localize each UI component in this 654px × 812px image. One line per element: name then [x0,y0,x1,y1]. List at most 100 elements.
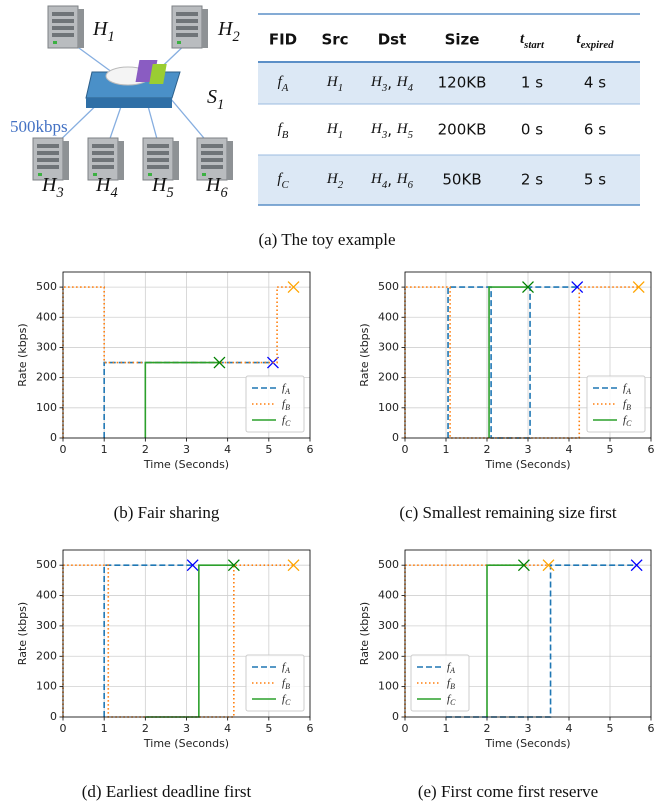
server-slot [92,165,114,169]
switch-label: S1 [207,86,224,114]
x-axis-label: Time (Seconds) [143,458,229,471]
x-axis-label: Time (Seconds) [484,737,570,750]
link-label: 500kbps [10,117,68,136]
x-tick-label: 4 [224,443,231,456]
x-tick-label: 6 [307,722,314,735]
server-slot [92,158,114,162]
x-axis-label: Time (Seconds) [484,458,570,471]
server-slot [147,144,169,148]
y-tick-label: 200 [36,371,57,384]
server-slot [92,144,114,148]
table-cell: 2 s [521,171,543,189]
y-tick-label: 100 [36,680,57,693]
host-label: H2 [217,18,240,46]
y-axis-label: Rate (kbps) [16,602,29,665]
server-side [173,141,179,180]
legend-box [411,655,469,711]
server-slot [176,19,198,23]
server-slot [52,33,74,37]
y-tick-label: 300 [378,340,399,353]
table-cell: 6 s [584,121,606,139]
server-slot [147,158,169,162]
caption: (e) First come first reserve [418,782,598,801]
y-tick-label: 300 [36,340,57,353]
y-tick-label: 500 [378,280,399,293]
server-led [177,41,181,44]
y-tick-label: 200 [378,371,399,384]
server-slot [201,151,223,155]
table-cell: 200KB [438,121,487,139]
legend-box [587,376,645,432]
x-tick-label: 0 [402,722,409,735]
y-tick-label: 500 [378,558,399,571]
x-tick-label: 2 [484,722,491,735]
y-tick-label: 400 [36,589,57,602]
server-slot [147,151,169,155]
y-axis-label: Rate (kbps) [358,602,371,665]
table-cell: fB [278,121,289,141]
x-tick-label: 3 [183,443,190,456]
server-side [227,141,233,180]
server-slot [37,144,59,148]
server-slot [176,33,198,37]
y-tick-label: 100 [36,401,57,414]
table-cell: H3, H5 [370,121,414,142]
y-tick-label: 0 [50,710,57,723]
server-side [118,141,124,180]
y-tick-label: 0 [392,431,399,444]
server-slot [176,26,198,30]
server-slot [37,165,59,169]
y-tick-label: 100 [378,680,399,693]
x-tick-label: 0 [60,722,67,735]
figure: H1 H2 S1 H3 H4 H5 H6 500kbps FIDSrcDstSi… [0,0,654,812]
y-axis-label: Rate (kbps) [16,323,29,386]
caption: (c) Smallest remaining size first [399,503,616,522]
caption: (a) The toy example [258,230,395,249]
server-slot [201,144,223,148]
x-tick-label: 4 [224,722,231,735]
server-slot [92,151,114,155]
x-tick-label: 2 [142,443,149,456]
caption: (b) Fair sharing [114,503,220,522]
y-tick-label: 300 [378,619,399,632]
x-tick-label: 5 [265,722,272,735]
x-tick-label: 6 [307,443,314,456]
x-axis-label: Time (Seconds) [143,737,229,750]
x-tick-label: 1 [443,722,450,735]
table-header: texpired [576,31,614,51]
y-tick-label: 500 [36,280,57,293]
server-slot [176,12,198,16]
y-tick-label: 0 [392,710,399,723]
server-side [63,141,69,180]
x-tick-label: 3 [525,722,532,735]
y-tick-label: 400 [378,589,399,602]
y-tick-label: 400 [36,310,57,323]
server-slot [201,158,223,162]
x-tick-label: 4 [566,722,573,735]
server-slot [52,26,74,30]
y-axis-label: Rate (kbps) [358,323,371,386]
server-slot [147,165,169,169]
y-tick-label: 100 [378,401,399,414]
table-header: FID [269,31,297,49]
x-tick-label: 1 [101,722,108,735]
table-cell: H1 [326,121,343,141]
server-slot [201,165,223,169]
x-tick-label: 2 [484,443,491,456]
x-tick-label: 1 [101,443,108,456]
x-tick-label: 3 [525,443,532,456]
server-slot [52,12,74,16]
x-tick-label: 0 [402,443,409,456]
y-tick-label: 400 [378,310,399,323]
server-slot [37,151,59,155]
x-tick-label: 2 [142,722,149,735]
x-tick-label: 0 [60,443,67,456]
y-tick-label: 200 [378,649,399,662]
host-label: H1 [92,18,115,46]
table-header: Src [321,31,348,49]
table-cell: 4 s [584,74,606,92]
table-header: Size [445,31,480,49]
server-slot [37,158,59,162]
table-header: Dst [378,31,407,49]
server-led [53,41,57,44]
